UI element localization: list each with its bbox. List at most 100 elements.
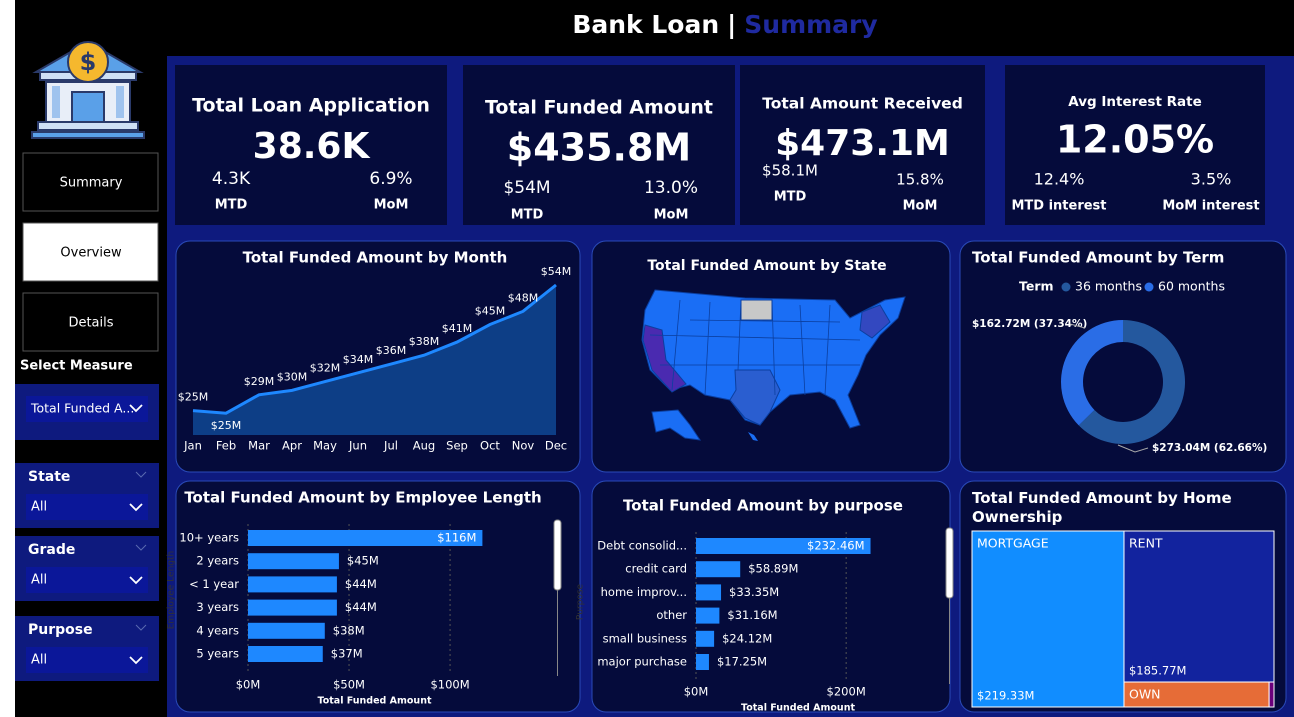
scrollbar[interactable] [945, 527, 954, 599]
kpi-title: Total Funded Amount [485, 97, 713, 119]
x-tick-label: May [313, 439, 337, 453]
page-title: Bank Loan | Summary [572, 10, 877, 39]
nav-button[interactable] [22, 292, 159, 352]
tile-label: RENT [1129, 536, 1163, 551]
map-grid [649, 299, 861, 396]
title-line: Total Funded Amount by Home [972, 489, 1232, 507]
leader-line [1069, 323, 1149, 453]
chart-title: Total Funded Amount by Term [972, 249, 1224, 267]
bank-logo: $ [31, 40, 145, 139]
x-tick-label: Oct [480, 439, 500, 453]
treemap-tile [1123, 530, 1275, 683]
nav-button[interactable] [22, 222, 159, 282]
data-label: $44M [345, 600, 377, 614]
donut-slice [1061, 320, 1123, 426]
bar [696, 538, 871, 554]
data-label: $38M [409, 335, 440, 348]
data-label: $232.46M [807, 539, 864, 553]
kpi-value: $473.1M [775, 123, 950, 164]
data-label: $273.04M (62.66%) [1152, 442, 1267, 454]
treemap-tile [971, 530, 1125, 708]
kpi-sub-label: MoM [374, 198, 409, 213]
y-tick-label: 2 years [196, 554, 239, 568]
filter-dropdown[interactable] [26, 567, 148, 593]
bar [248, 530, 483, 546]
legend-label: 60 months [1158, 279, 1225, 294]
scrollbar[interactable] [553, 519, 562, 591]
kpi-sub-label: MTD [215, 198, 248, 213]
x-tick-label: $0M [684, 685, 709, 699]
kpi-title: Total Amount Received [762, 95, 963, 113]
data-label: $17.25M [717, 655, 767, 669]
chart-title: Total Funded Amount by Employee Length [184, 489, 541, 507]
y-tick-label: 5 years [196, 647, 239, 661]
data-label: $45M [475, 305, 506, 318]
kpi-sub-value: 6.9% [369, 169, 412, 189]
y-tick-label: < 1 year [189, 577, 239, 591]
y-tick-label: small business [603, 631, 687, 645]
data-label: $31.16M [727, 608, 777, 622]
filter-dropdown[interactable] [26, 647, 148, 673]
filter-collapse [135, 544, 147, 551]
data-label: $116M [437, 531, 476, 545]
kpi-sub-value: 4.3K [212, 169, 251, 189]
y-tick-label: 10+ years [179, 531, 239, 545]
us-map [641, 289, 906, 441]
data-label: $32M [310, 362, 341, 375]
data-label: $54M [541, 265, 572, 278]
bar [696, 654, 709, 670]
kpi-card [463, 65, 735, 225]
bar [248, 646, 323, 662]
title-main: Bank Loan [572, 10, 719, 39]
filter-dropdown[interactable] [26, 494, 148, 520]
filter-collapse [135, 624, 147, 631]
chart-card [959, 240, 1287, 473]
filter-label: Grade [28, 542, 75, 558]
x-tick-label: Aug [413, 439, 435, 453]
title-line: Ownership [972, 508, 1063, 526]
y-tick-label: credit card [625, 562, 687, 576]
x-tick-label: Dec [545, 439, 567, 453]
map-state [859, 304, 891, 339]
chevron [129, 656, 143, 665]
nav-label: Summary [60, 176, 123, 191]
data-label: $34M [343, 353, 374, 366]
measure-dropdown[interactable] [26, 396, 148, 422]
chevron [129, 404, 143, 413]
kpi-sub-value: $54M [503, 178, 550, 198]
chevron [129, 503, 143, 512]
y-tick-label: home improv... [601, 585, 687, 599]
kpi-sub-label: MoM [654, 208, 689, 223]
legend-dot [1061, 282, 1071, 292]
kpi-sub-value: $58.1M [762, 162, 818, 180]
chart-title: Total Funded Amount by purpose [623, 497, 903, 515]
x-tick-label: Apr [282, 439, 302, 453]
data-label: $37M [331, 647, 363, 661]
map-alaska [651, 409, 702, 441]
x-tick-label: Feb [216, 439, 236, 453]
kpi-sub-value: 3.5% [1191, 170, 1232, 189]
map-state [740, 299, 773, 321]
measure-value: Total Funded A... [30, 401, 134, 416]
donut-slice [1078, 320, 1186, 444]
filter-collapse [135, 471, 147, 478]
x-tick-label: $200M [827, 685, 866, 699]
chevron [129, 576, 143, 585]
kpi-card [175, 65, 447, 225]
x-tick-label: Mar [248, 439, 270, 453]
tile-label: OWN [1129, 687, 1161, 702]
map-hawaii [748, 432, 758, 441]
bar [696, 607, 720, 624]
x-tick-label: Sep [446, 439, 468, 453]
x-tick-label: Jul [383, 439, 398, 453]
data-label: $48M [508, 291, 539, 304]
data-label: $44M [345, 577, 377, 591]
kpi-sub-label: MTD interest [1011, 199, 1106, 214]
nav-button[interactable] [22, 152, 159, 212]
x-tick-label: Nov [512, 439, 535, 453]
nav-label: Overview [60, 246, 122, 261]
kpi-value: 38.6K [253, 126, 371, 167]
data-label: $162.72M (37.34%) [972, 318, 1087, 330]
x-tick-label: Jun [348, 439, 367, 453]
